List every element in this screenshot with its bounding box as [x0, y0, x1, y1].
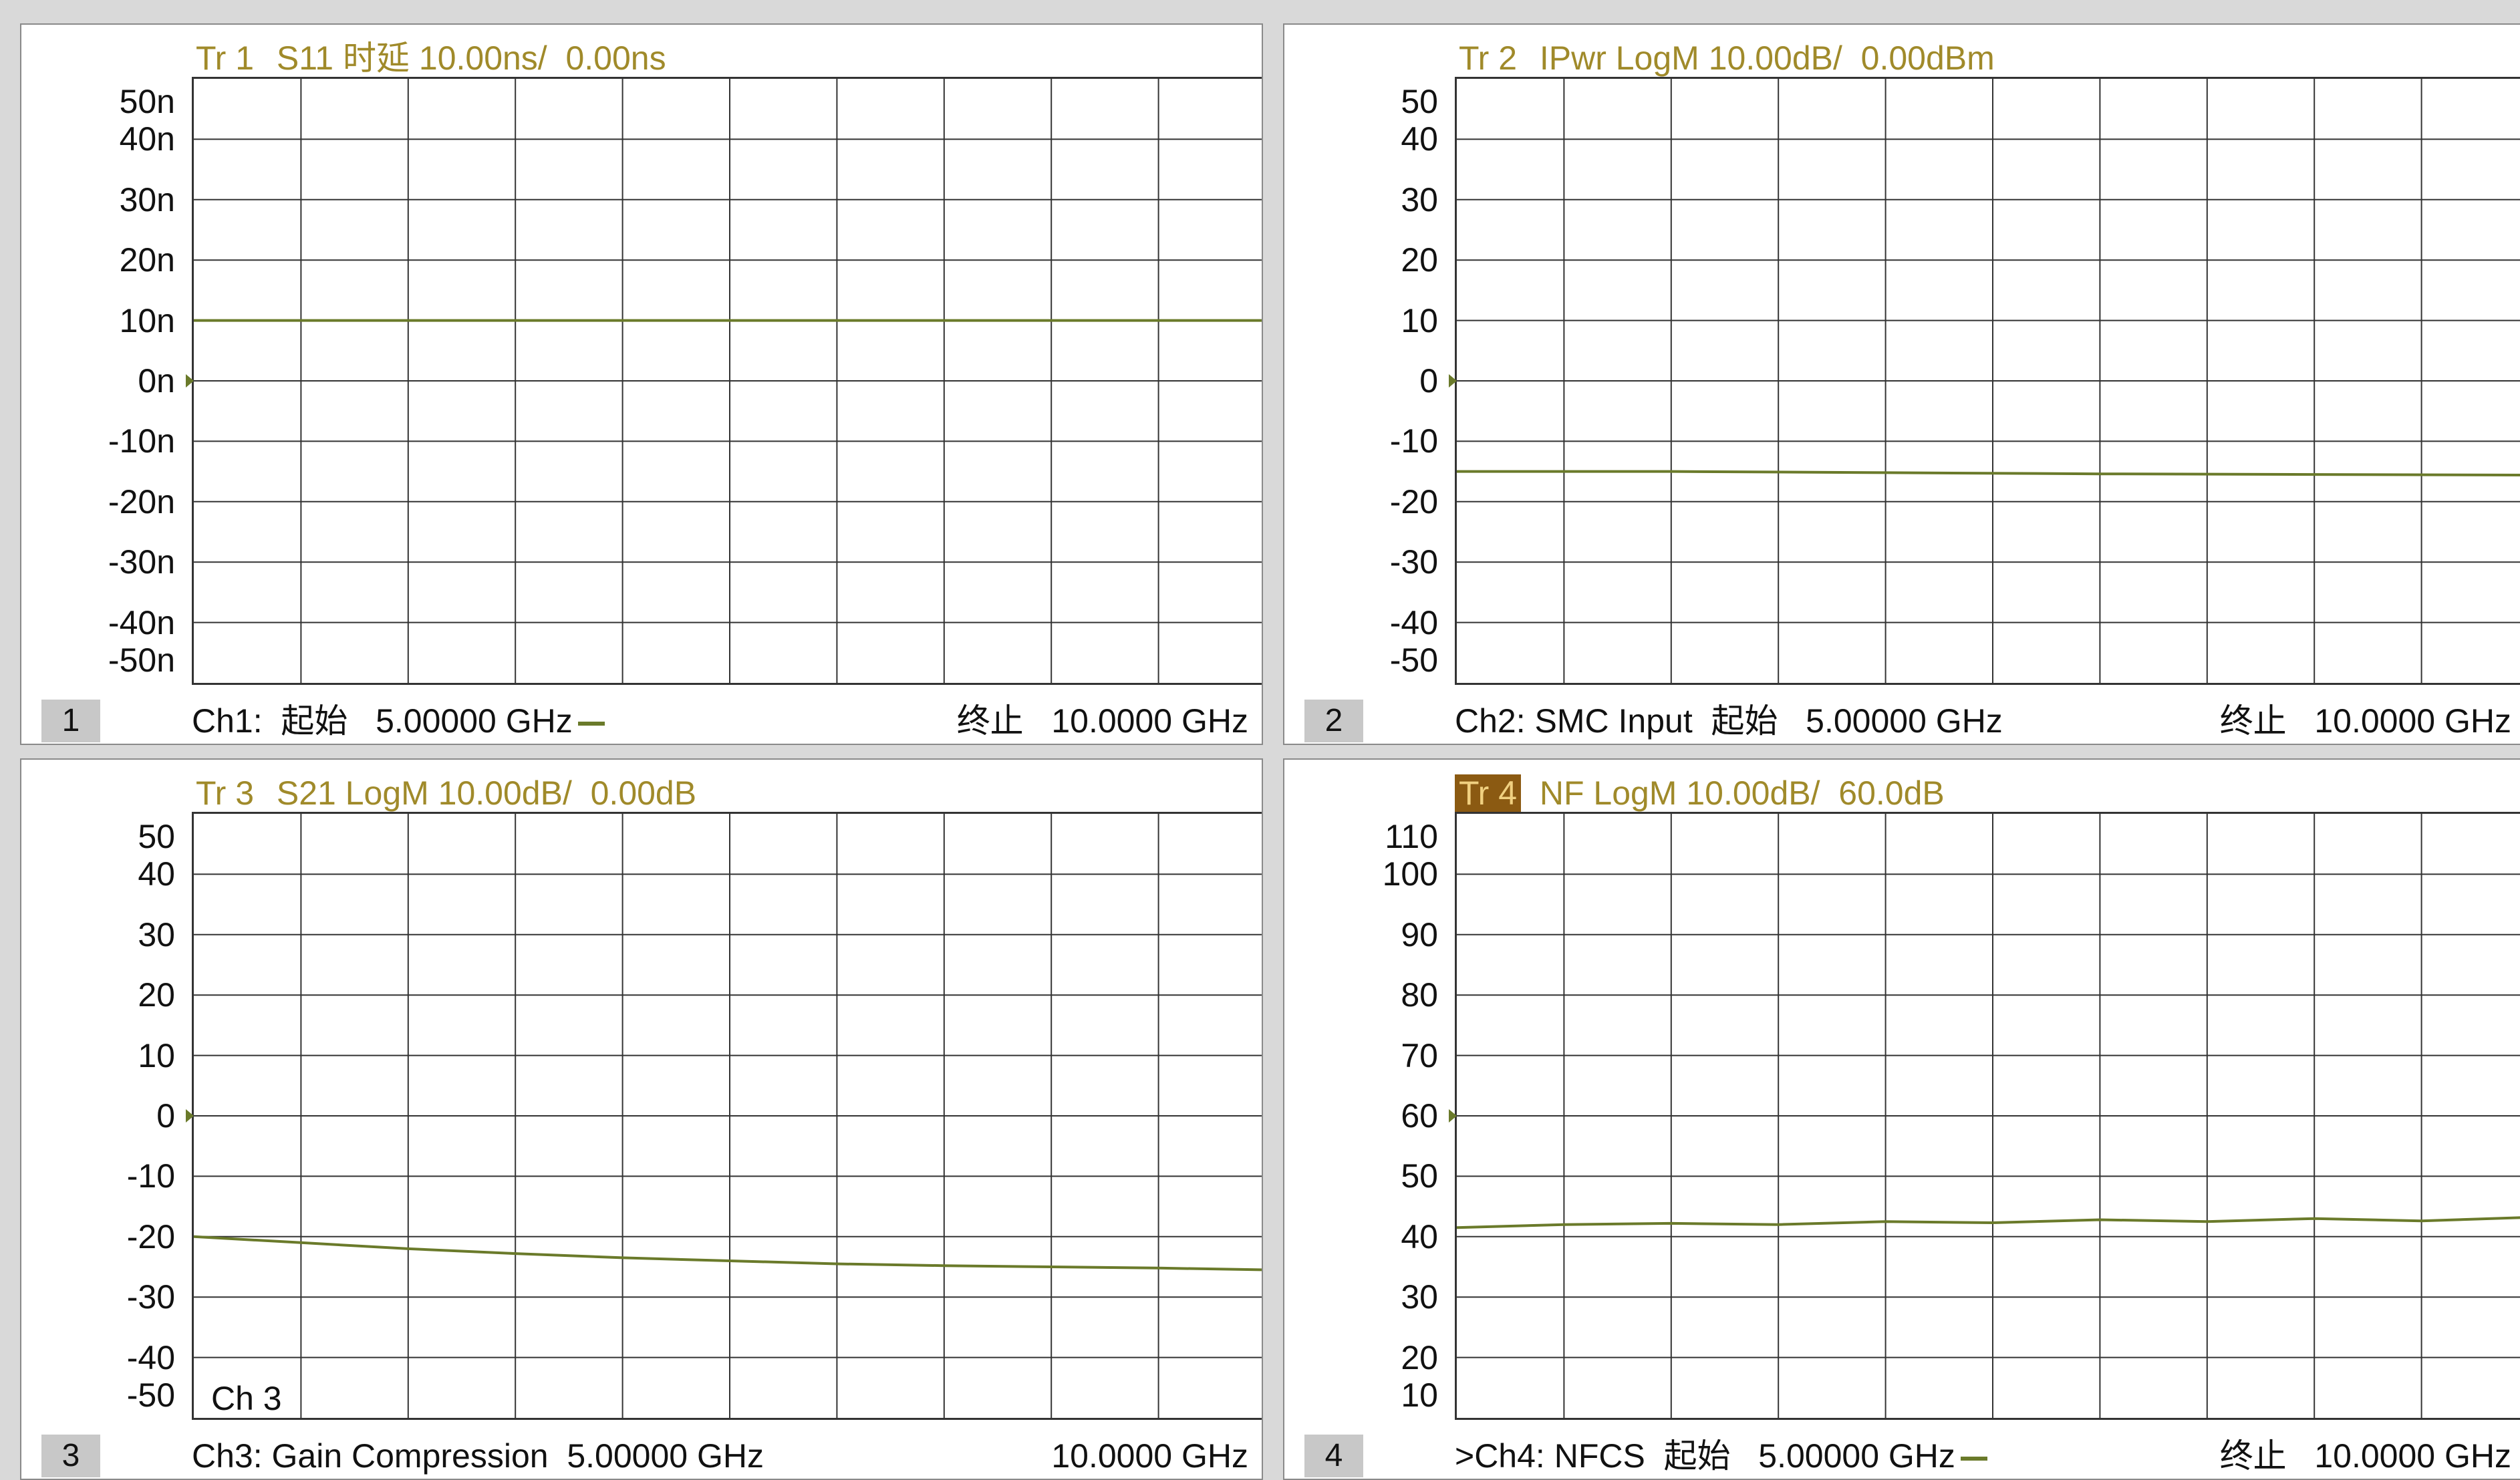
y-tick-label: -40: [126, 1338, 175, 1376]
chart-svg: [186, 814, 1262, 1418]
plot-area[interactable]: [186, 77, 1262, 685]
channel-inner-label: Ch 3: [207, 1379, 286, 1418]
channel-number-badge[interactable]: 1: [41, 700, 100, 742]
trace-title[interactable]: Tr 2 IPwr LogM 10.00dB/ 0.00dBm: [1455, 38, 1995, 78]
y-tick-label: -50: [1389, 641, 1438, 679]
y-tick-label: 50n: [119, 83, 175, 120]
y-tick-label: 90: [1401, 915, 1438, 953]
y-tick-label: 30n: [119, 180, 175, 218]
plot-area[interactable]: Ch 3: [186, 812, 1262, 1420]
y-tick-label: -40n: [108, 603, 175, 641]
reference-marker-left[interactable]: [1449, 374, 1457, 388]
y-tick-label: 70: [1401, 1036, 1438, 1074]
channel-number-badge[interactable]: 2: [1304, 700, 1363, 742]
chart-svg: [186, 79, 1262, 683]
trace-label[interactable]: Tr 1: [196, 39, 255, 77]
y-tick-label: -30: [126, 1278, 175, 1316]
y-tick-label: -40: [1389, 603, 1438, 641]
trace-settings: IPwr LogM 10.00dB/ 0.00dBm: [1539, 39, 1995, 77]
y-tick-label: 20n: [119, 241, 175, 279]
y-tick-label: 40: [1401, 120, 1438, 158]
trace-line: [1456, 1216, 2520, 1229]
y-tick-label: 10n: [119, 301, 175, 339]
y-tick-label: 40n: [119, 120, 175, 158]
y-tick-label: -10: [126, 1157, 175, 1195]
channel-number-badge[interactable]: 3: [41, 1435, 100, 1477]
y-tick-label: 50: [1401, 1157, 1438, 1195]
channel-window-2[interactable]: Tr 2 IPwr LogM 10.00dB/ 0.00dBm 2 Ch2: S…: [1283, 23, 2520, 745]
reference-marker-left[interactable]: [1449, 1109, 1457, 1123]
y-tick-label: -10: [1389, 422, 1438, 460]
channel-window-3[interactable]: Tr 3 S21 LogM 10.00dB/ 0.00dB Ch 3 3 Ch3…: [20, 758, 1263, 1480]
channel-stop-info: 终止 10.0000 GHz: [2219, 1437, 2511, 1475]
y-tick-label: 100: [1382, 855, 1438, 893]
y-tick-label: 40: [1401, 1217, 1438, 1255]
y-tick-label: -20n: [108, 482, 175, 521]
y-tick-label: 60: [1401, 1097, 1438, 1135]
start-label: Ch3: Gain Compression 5.00000 GHz: [192, 1437, 764, 1475]
trace-title[interactable]: Tr 1 S11 时延 10.00ns/ 0.00ns: [192, 38, 666, 78]
trace-label[interactable]: Tr 2: [1459, 39, 1518, 77]
trace-line: [193, 1235, 1262, 1272]
channel-start-info: >Ch4: NFCS 起始 5.00000 GHz: [1455, 1435, 1987, 1477]
trace-settings: S11 时延 10.00ns/ 0.00ns: [276, 39, 666, 77]
y-tick-label: 110: [1385, 818, 1438, 855]
y-tick-label: -20: [1389, 482, 1438, 521]
y-tick-label: -30n: [108, 543, 175, 581]
reference-marker-left[interactable]: [186, 374, 194, 388]
channel-stop-info: 终止 10.0000 GHz: [956, 702, 1248, 740]
y-tick-label: 0: [1419, 362, 1438, 400]
channel-start-info: Ch1: 起始 5.00000 GHz: [192, 700, 605, 742]
y-tick-label: 30: [138, 915, 175, 953]
y-tick-label: -50: [126, 1376, 175, 1414]
channel-stop-info: 终止 10.0000 GHz: [2219, 702, 2511, 740]
plot-area[interactable]: [1449, 812, 2520, 1420]
trace-label[interactable]: Tr 3: [196, 774, 255, 812]
trace-title[interactable]: Tr 3 S21 LogM 10.00dB/ 0.00dB: [192, 773, 696, 813]
channel-number-badge[interactable]: 4: [1304, 1435, 1363, 1477]
channel-start-info: Ch3: Gain Compression 5.00000 GHz: [192, 1435, 764, 1477]
y-tick-label: -20: [126, 1217, 175, 1255]
channel-window-4[interactable]: Tr 4 NF LogM 10.00dB/ 60.0dB 4 >Ch4: NFC…: [1283, 758, 2520, 1480]
trace-settings: S21 LogM 10.00dB/ 0.00dB: [276, 774, 697, 812]
channel-stop-info: 10.0000 GHz: [1051, 1437, 1248, 1475]
y-tick-label: 20: [138, 976, 175, 1014]
y-tick-label: 10: [138, 1036, 175, 1074]
trace-settings: NF LogM 10.00dB/ 60.0dB: [1539, 774, 1945, 812]
y-tick-label: 10: [1401, 1376, 1438, 1414]
y-tick-label: 0n: [138, 362, 175, 400]
y-tick-label: -50n: [108, 641, 175, 679]
chart-svg: [1449, 79, 2520, 683]
start-label: Ch2: SMC Input 起始 5.00000 GHz: [1455, 702, 2003, 740]
y-tick-label: 50: [138, 818, 175, 855]
y-tick-label: 80: [1401, 976, 1438, 1014]
trace-title[interactable]: Tr 4 NF LogM 10.00dB/ 60.0dB: [1455, 773, 1945, 813]
y-tick-label: 30: [1401, 180, 1438, 218]
reference-marker-left[interactable]: [186, 1109, 194, 1123]
y-tick-label: 50: [1401, 83, 1438, 120]
y-tick-label: -10n: [108, 422, 175, 460]
y-tick-label: 10: [1401, 301, 1438, 339]
channel-start-info: Ch2: SMC Input 起始 5.00000 GHz: [1455, 700, 2003, 742]
start-label: >Ch4: NFCS 起始 5.00000 GHz: [1455, 1437, 1955, 1475]
y-tick-label: 0: [156, 1097, 175, 1135]
trace-indicator: [577, 721, 605, 726]
channel-window-1[interactable]: Tr 1 S11 时延 10.00ns/ 0.00ns 1 Ch1: 起始 5.…: [20, 23, 1263, 745]
chart-svg: [1449, 814, 2520, 1418]
y-tick-label: -30: [1389, 543, 1438, 581]
y-tick-label: 20: [1401, 1338, 1438, 1376]
trace-indicator: [1960, 1456, 1987, 1461]
start-label: Ch1: 起始 5.00000 GHz: [192, 702, 573, 740]
trace-line: [1457, 470, 2520, 476]
y-tick-label: 40: [138, 855, 175, 893]
y-tick-label: 30: [1401, 1278, 1438, 1316]
trace-label-active[interactable]: Tr 4: [1455, 774, 1522, 812]
plot-area[interactable]: [1449, 77, 2520, 685]
y-tick-label: 20: [1401, 241, 1438, 279]
